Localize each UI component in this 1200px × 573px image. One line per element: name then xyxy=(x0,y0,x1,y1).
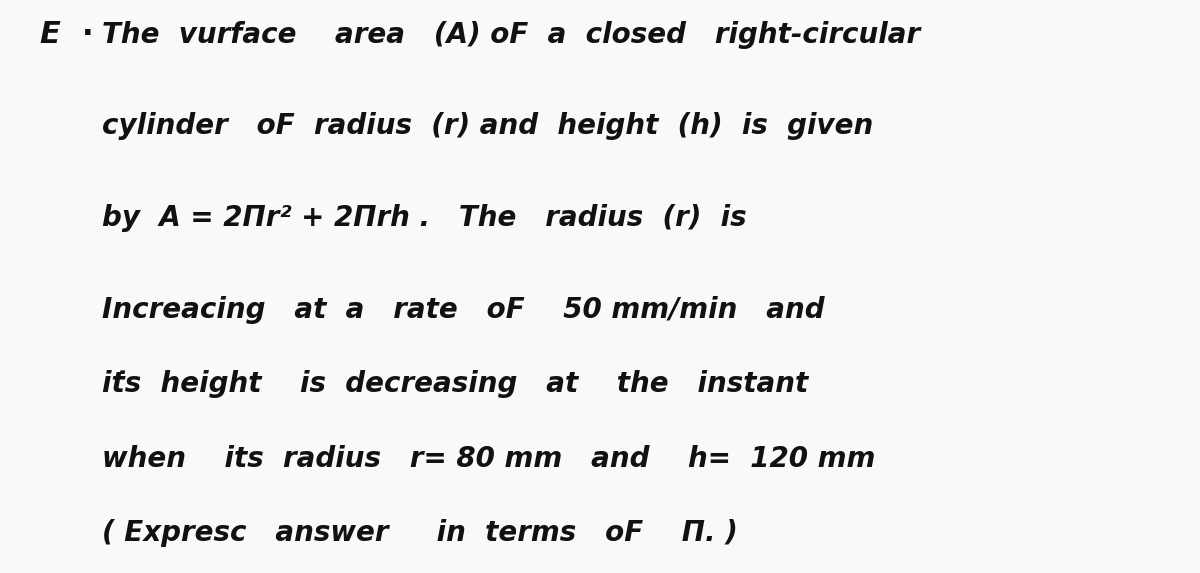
Text: cylinder   oF  radius  (r) and  height  (h)  is  given: cylinder oF radius (r) and height (h) is… xyxy=(102,112,874,140)
Text: E: E xyxy=(40,19,60,49)
Text: by  A = 2Πr² + 2Πrh .   The   radius  (r)  is: by A = 2Πr² + 2Πrh . The radius (r) is xyxy=(102,204,746,232)
Text: The  vurface    area   (A) oF  a  closed   right-circular: The vurface area (A) oF a closed right-c… xyxy=(102,21,920,49)
Text: iṫs  height    is  decreasing   at    the   instant: iṫs height is decreasing at the instant xyxy=(102,370,809,398)
Text: when    its  radius   r= 80 mm   and    h=  120 mm: when its radius r= 80 mm and h= 120 mm xyxy=(102,445,875,473)
Text: ·: · xyxy=(82,19,94,49)
Text: ( Expresc   answer     in  terms   oF    Π. ): ( Expresc answer in terms oF Π. ) xyxy=(102,519,738,547)
Text: Increacing   at  a   rate   oF    50 mm/min   and: Increacing at a rate oF 50 mm/min and xyxy=(102,296,824,324)
